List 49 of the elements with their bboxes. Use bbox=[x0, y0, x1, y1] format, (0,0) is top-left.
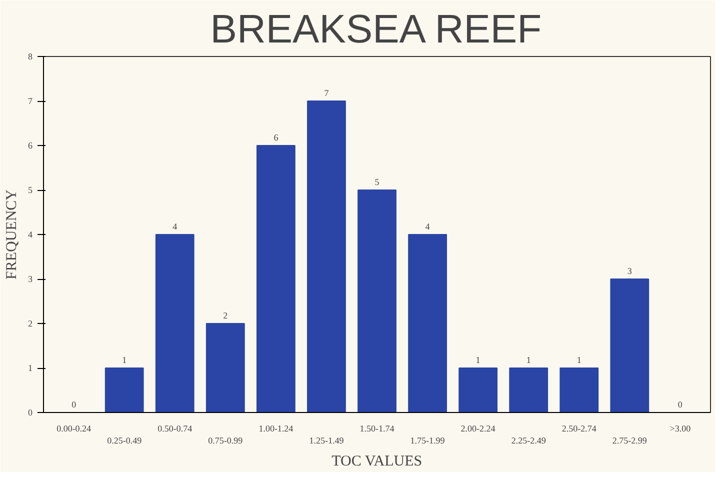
y-tick-label: 1 bbox=[28, 363, 32, 373]
bar bbox=[155, 234, 194, 412]
data-label: 7 bbox=[324, 88, 330, 98]
y-tick-label: 6 bbox=[28, 140, 33, 150]
x-axis-title: TOC VALUES bbox=[332, 454, 422, 470]
data-label: 5 bbox=[374, 177, 380, 187]
bar bbox=[509, 368, 548, 412]
y-tick-label: 3 bbox=[28, 274, 33, 284]
chart-title: BREAKSEA REEF bbox=[210, 8, 542, 52]
x-tick-label: 2.25-2.49 bbox=[511, 436, 546, 446]
data-label: 0 bbox=[678, 400, 683, 410]
x-tick-label: 0.75-0.99 bbox=[208, 436, 244, 446]
bar bbox=[458, 368, 498, 412]
y-tick-label: 0 bbox=[28, 408, 33, 418]
x-tick-label: 0.00-0.24 bbox=[56, 424, 92, 434]
x-tick-label: >3.00 bbox=[670, 424, 692, 434]
y-tick-label: 4 bbox=[28, 230, 33, 240]
x-tick-label: 1.75-1.99 bbox=[410, 436, 446, 446]
data-label: 0 bbox=[72, 400, 77, 410]
x-tick-label: 1.00-1.24 bbox=[258, 424, 294, 434]
data-label: 2 bbox=[223, 310, 228, 320]
y-axis-title: FREQUENCY bbox=[4, 189, 20, 280]
y-tick-label: 5 bbox=[28, 185, 33, 195]
x-tick-label: 0.50-0.74 bbox=[158, 424, 193, 434]
x-tick-label: 1.25-1.49 bbox=[309, 436, 344, 446]
bar bbox=[104, 368, 144, 412]
bar bbox=[358, 190, 396, 412]
y-tick-label: 2 bbox=[28, 318, 32, 328]
y-tick-label: 8 bbox=[28, 52, 33, 62]
x-tick-label: 2.50-2.74 bbox=[562, 424, 597, 434]
bar bbox=[610, 278, 650, 412]
bar bbox=[560, 368, 599, 412]
data-label: 1 bbox=[476, 355, 480, 365]
data-label: 6 bbox=[274, 132, 279, 142]
x-tick-label: 2.00-2.24 bbox=[460, 424, 496, 434]
data-label: 3 bbox=[627, 266, 632, 276]
bar bbox=[307, 100, 346, 412]
bar bbox=[408, 234, 447, 412]
x-tick-label: 1.50-1.74 bbox=[360, 424, 395, 434]
x-tick-label: 2.75-2.99 bbox=[612, 436, 648, 446]
data-label: 1 bbox=[576, 355, 582, 365]
data-label: 4 bbox=[425, 222, 430, 232]
bar bbox=[256, 145, 296, 412]
x-tick-label: 0.25-0.49 bbox=[107, 436, 142, 446]
bar bbox=[206, 323, 245, 412]
data-label: 1 bbox=[122, 355, 127, 365]
data-label: 1 bbox=[526, 355, 531, 365]
y-tick-label: 7 bbox=[28, 96, 33, 106]
data-label: 4 bbox=[172, 222, 178, 232]
